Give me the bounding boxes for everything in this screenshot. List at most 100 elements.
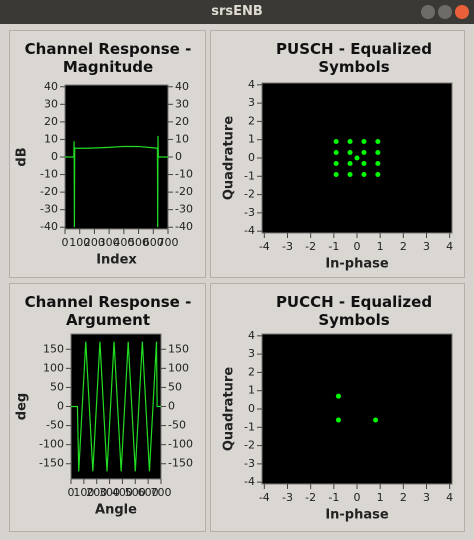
- data-point: [347, 150, 353, 156]
- data-point: [373, 417, 379, 423]
- y-axis-label: dB: [15, 147, 30, 166]
- plot-area: [64, 84, 169, 230]
- y-tick-label: -50: [46, 419, 64, 432]
- x-tick-label: 3: [423, 240, 430, 253]
- y-tick-label: -4: [244, 475, 255, 488]
- x-tick-label: 700: [158, 236, 179, 249]
- data-point: [361, 171, 367, 177]
- y-tick-label: 100: [43, 361, 64, 374]
- plot-area: [261, 333, 453, 485]
- x-tick-label: 0: [354, 491, 361, 504]
- x-tick-label: 3: [423, 491, 430, 504]
- y-axis-label: Quadrature: [222, 367, 237, 451]
- x-tick-label: -3: [282, 240, 293, 253]
- plot-title: Channel Response - Magnitude: [24, 40, 192, 76]
- y-tick-label-right: 40: [175, 80, 189, 93]
- y-tick-label: 0: [248, 402, 255, 415]
- y-tick-label: -1: [244, 169, 255, 182]
- y-tick-label: 50: [50, 380, 64, 393]
- x-tick-label: 700: [151, 486, 172, 499]
- y-tick-label-right: -40: [175, 220, 193, 233]
- x-tick-label: 4: [446, 240, 453, 253]
- plot: -40 -40 -30 -30 -20 -20 -10 -10 0 0 10 10 20 20 30 30 40…: [15, 80, 193, 268]
- x-tick-label: -4: [259, 491, 270, 504]
- y-tick-label: -100: [39, 438, 64, 451]
- y-tick-label: 0: [57, 400, 64, 413]
- x-tick-label: -4: [259, 240, 270, 253]
- x-tick-label: 400: [112, 486, 133, 499]
- x-axis-label: Index: [96, 253, 137, 268]
- y-tick-label-right: 0: [168, 400, 175, 413]
- y-tick-label: 40: [44, 80, 58, 93]
- data-line: [71, 341, 161, 472]
- y-tick-label: -2: [244, 188, 255, 201]
- y-tick-label: -2: [244, 439, 255, 452]
- y-tick-label: 2: [248, 114, 255, 127]
- data-point: [333, 160, 339, 166]
- x-tick-label: -2: [305, 240, 316, 253]
- y-tick-label-right: 150: [168, 342, 189, 355]
- y-axis-label: deg: [15, 393, 30, 420]
- x-tick-label: 4: [446, 491, 453, 504]
- x-tick-label: 600: [138, 486, 159, 499]
- y-tick-label-right: 20: [175, 115, 189, 128]
- data-line: [65, 135, 168, 228]
- x-tick-label: 2: [400, 240, 407, 253]
- data-point: [361, 150, 367, 156]
- y-tick-label: -150: [39, 457, 64, 470]
- x-tick-label: 1: [377, 240, 384, 253]
- y-tick-label-right: 50: [168, 380, 182, 393]
- y-tick-label-right: -20: [175, 185, 193, 198]
- y-tick-label: -1: [244, 420, 255, 433]
- y-tick-label: 30: [44, 97, 58, 110]
- y-tick-label-right: -50: [168, 419, 186, 432]
- x-axis-label: In-phase: [325, 257, 389, 272]
- x-tick-label: 500: [125, 486, 146, 499]
- x-tick-label: 0: [354, 240, 361, 253]
- x-tick-label: 1: [377, 491, 384, 504]
- minimize-button[interactable]: [421, 5, 435, 19]
- y-tick-label: 0: [51, 150, 58, 163]
- window-buttons: [421, 5, 469, 19]
- plot: -150 -150 -100 -100 -50 -50 0 0 50 50 100 100 150 150…: [15, 333, 193, 518]
- plot: -4 -3 -2 -1 0 1 2 3 4 -4 -3 -2 -1 0 1 2 3 4 In-phase Quadra…: [222, 78, 454, 272]
- x-tick-label: 100: [69, 236, 90, 249]
- y-tick-label: -10: [40, 168, 58, 181]
- y-tick-label: -4: [244, 224, 255, 237]
- data-point: [361, 139, 367, 145]
- y-tick-label-right: -10: [175, 168, 193, 181]
- x-tick-label: 300: [99, 236, 120, 249]
- plot-title: PUCCH - Equalized Symbols: [275, 293, 433, 329]
- y-tick-label: -3: [244, 206, 255, 219]
- x-tick-label: -1: [328, 240, 339, 253]
- y-tick-label: 2: [248, 365, 255, 378]
- close-button[interactable]: [455, 5, 469, 19]
- plot-panel: PUSCH - Equalized Symbols -4 -3 -2 -1 0 1 2 3 4 -4…: [210, 30, 465, 278]
- x-tick-label: 200: [86, 486, 107, 499]
- maximize-button[interactable]: [438, 5, 452, 19]
- x-axis-label: In-phase: [325, 508, 389, 523]
- y-tick-label: 4: [248, 78, 255, 91]
- data-point: [347, 139, 353, 145]
- y-tick-label: 1: [248, 384, 255, 397]
- y-tick-label: 1: [248, 133, 255, 146]
- y-tick-label: 3: [248, 96, 255, 109]
- data-point: [333, 150, 339, 156]
- y-tick-label: -20: [40, 185, 58, 198]
- data-point: [375, 160, 381, 166]
- y-tick-label: 20: [44, 115, 58, 128]
- data-point: [375, 139, 381, 145]
- data-point: [335, 393, 341, 399]
- y-tick-label-right: -150: [168, 457, 193, 470]
- x-axis-label: Angle: [95, 503, 137, 518]
- y-tick-label-right: -100: [168, 438, 193, 451]
- x-tick-label: -3: [282, 491, 293, 504]
- y-tick-label-right: -30: [175, 203, 193, 216]
- plot-area: [261, 82, 453, 234]
- data-point: [333, 139, 339, 145]
- y-tick-label-right: 30: [175, 97, 189, 110]
- x-tick-label: 200: [84, 236, 105, 249]
- x-tick-label: -1: [328, 491, 339, 504]
- y-tick-label-right: 100: [168, 361, 189, 374]
